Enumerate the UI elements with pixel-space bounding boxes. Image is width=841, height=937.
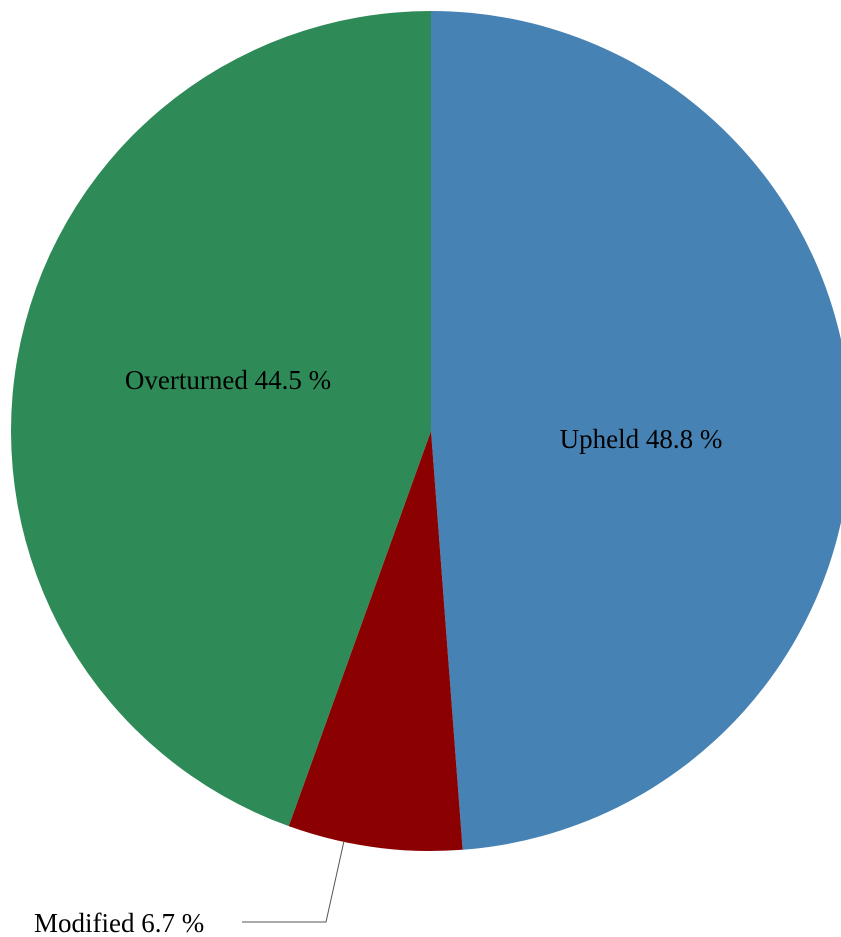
slice-label-upheld: Upheld 48.8 % (560, 424, 723, 454)
pie-slice-overturned (10, 11, 431, 827)
pie-slice-upheld (431, 11, 841, 850)
leader-line-modified (242, 840, 345, 923)
slice-labels: Upheld 48.8 % Modified 6.7 % Overturned 44… (34, 365, 722, 937)
slice-label-overturned: Overturned 44.5 % (125, 365, 331, 395)
pie-slice-modified (288, 431, 463, 852)
slice-label-modified: Modified 6.7 % (34, 908, 204, 937)
leader-lines (242, 840, 345, 923)
pie-slices (10, 11, 841, 852)
